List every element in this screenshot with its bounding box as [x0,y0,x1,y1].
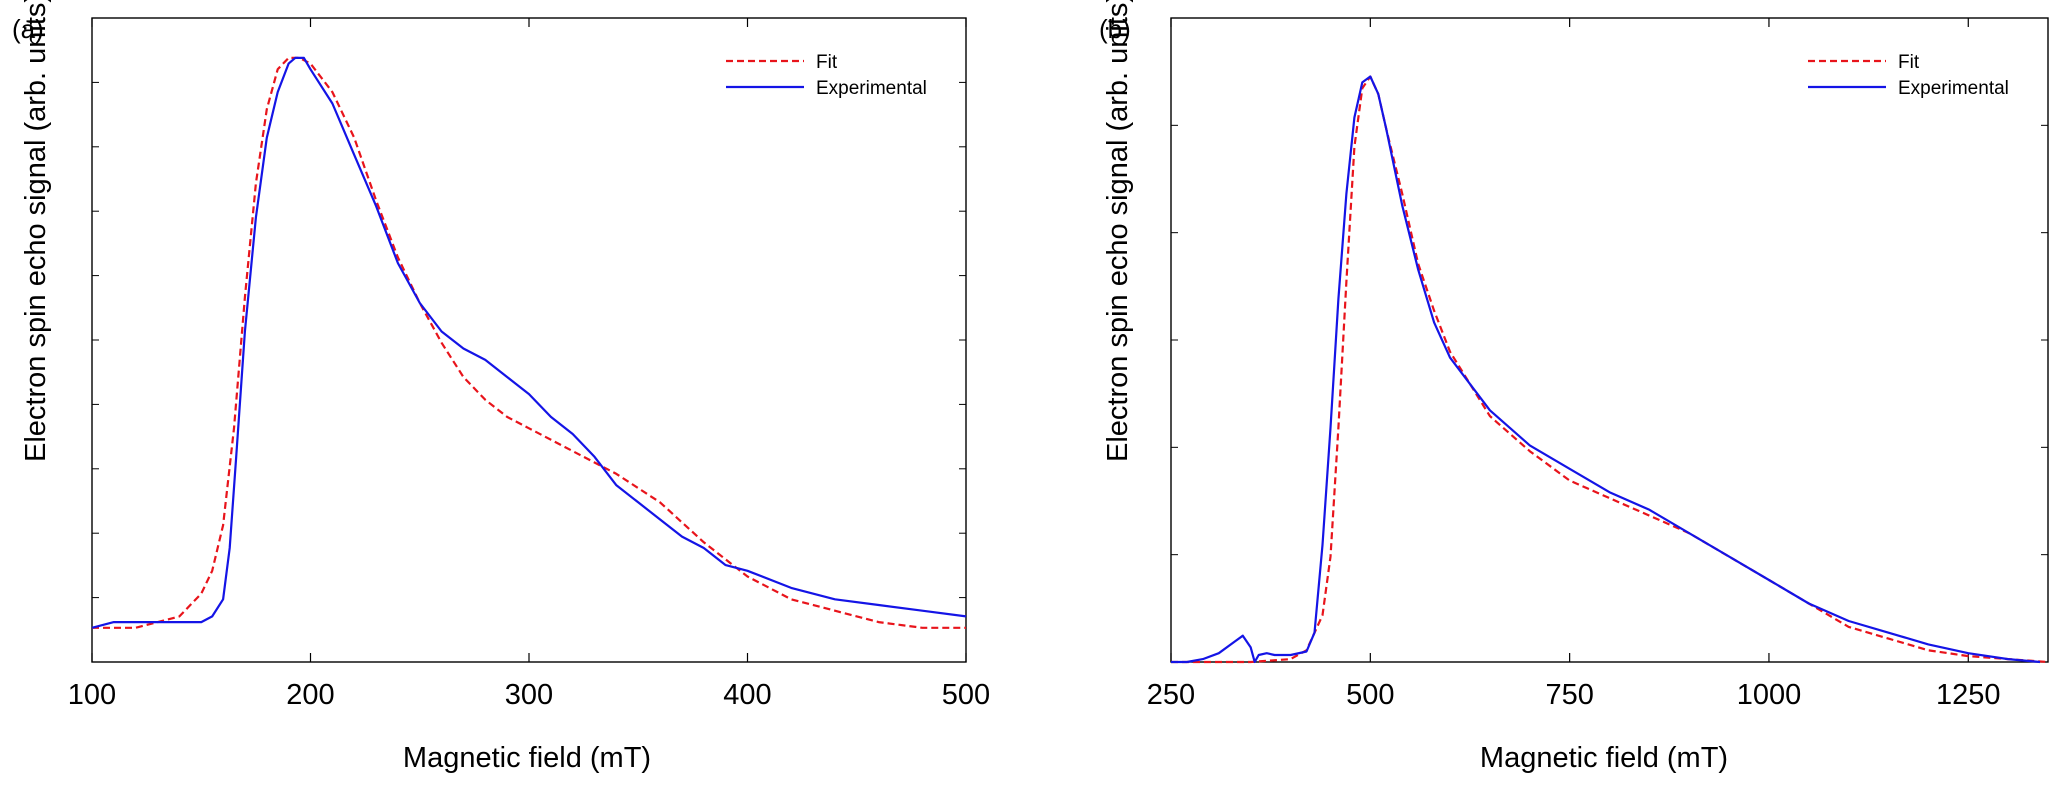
legend-label-fit: Fit [1898,52,1920,73]
x-tick-label: 500 [942,679,990,711]
series-line-experimental [1171,75,2041,664]
legend-label-experimental: Experimental [816,78,927,99]
plot-frame [1170,17,2049,663]
chart-panel-b: (b) Electron spin echo signal (arb. unit… [1085,0,2067,800]
legend-label-experimental: Experimental [1898,78,2009,99]
legend-label-fit: Fit [816,52,838,73]
x-tick-label: 200 [286,679,334,711]
x-tick-label: 750 [1545,679,1593,711]
x-tick-label: 250 [1147,679,1195,711]
plot-area-b: 250 500 750 1000 1250 Fit Experimental [1147,17,2049,711]
plot-frame [91,17,967,663]
series-line-fit [1171,75,2049,664]
x-tick-label: 1250 [1936,679,2001,711]
panel-label: (a) [12,14,44,44]
x-tick-label: 100 [68,679,116,711]
x-axis-label: Magnetic field (mT) [1479,742,1729,774]
series-line-experimental [91,56,967,629]
series-line-fit [92,56,966,629]
chart-panel-a: (a) Electron spin echo signal (arb. unit… [0,0,1033,800]
plot-area-a: 100 200 300 400 500 Fit Experimental [68,17,990,711]
x-tick-label: 400 [723,679,771,711]
x-tick-label: 1000 [1737,679,1802,711]
x-tick-label: 500 [1346,679,1394,711]
x-axis-label: Magnetic field (mT) [402,742,652,774]
panel-label: (b) [1099,14,1131,44]
x-tick-label: 300 [505,679,553,711]
